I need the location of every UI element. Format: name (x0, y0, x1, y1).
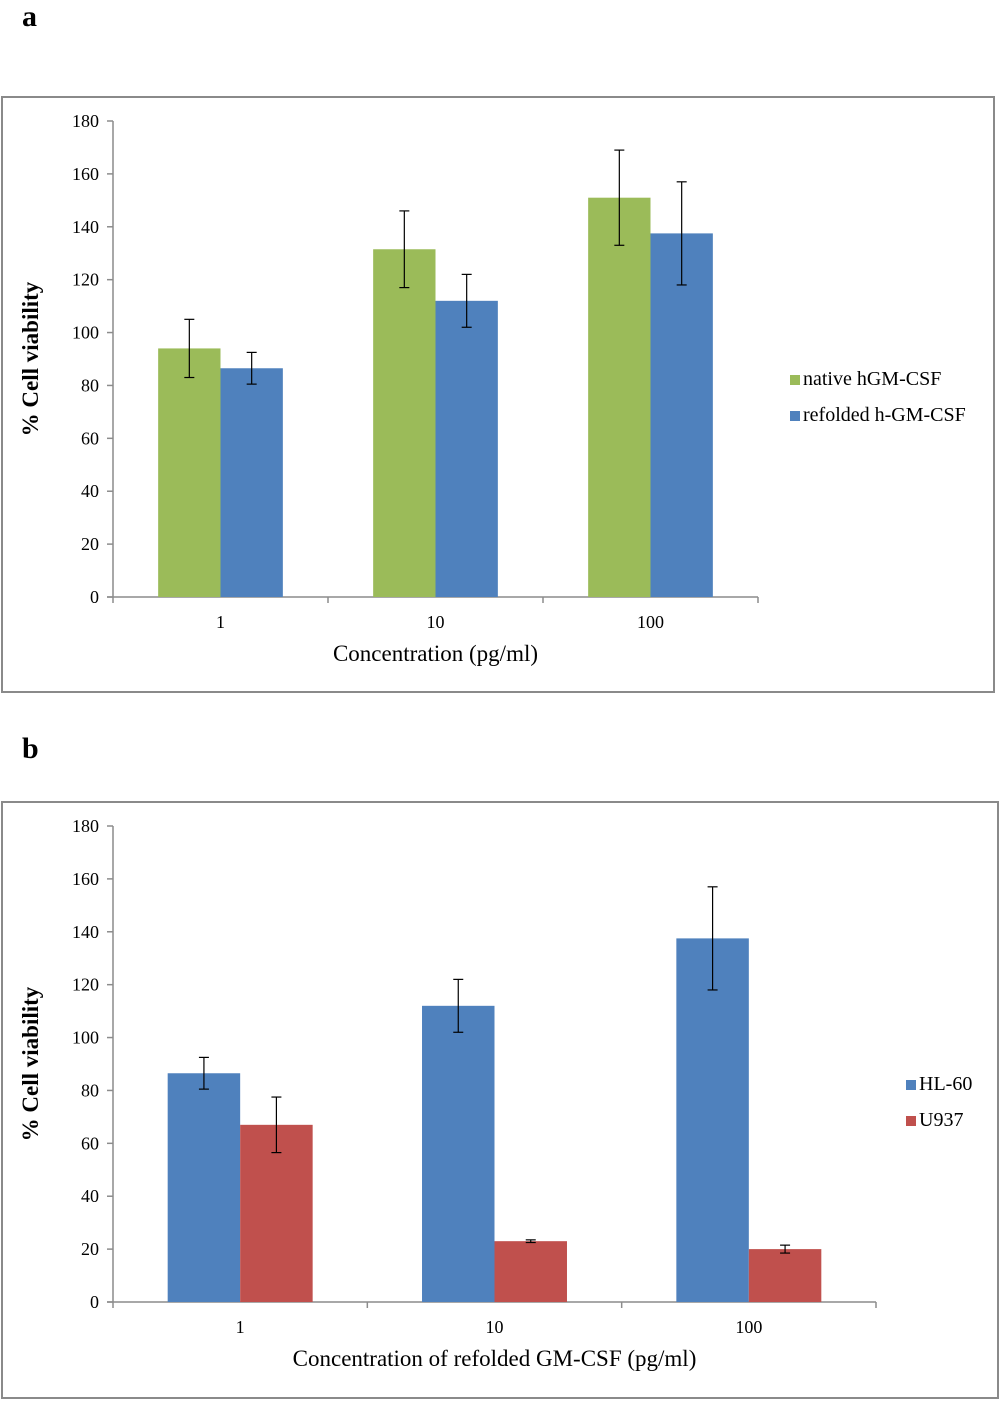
chart-b-y-axis-title: % Cell viability (18, 986, 43, 1141)
chart-b-bar-hl-60 (167, 1073, 241, 1302)
chart-a-y-axis-title: % Cell viability (18, 281, 43, 436)
chart-a-bar-refolded-h-gm-csf (650, 233, 713, 597)
chart-a-legend-swatch (790, 411, 800, 421)
chart-b-y-tick-label: 100 (72, 1028, 99, 1048)
chart-b-y-tick-label: 180 (72, 816, 99, 836)
chart-a-x-tick-label: 1 (216, 612, 225, 632)
chart-b-bar-hl-60 (422, 1005, 495, 1302)
chart-b-legend-swatch (906, 1080, 916, 1090)
chart-a-x-tick-label: 100 (637, 612, 664, 632)
chart-a-legend-label: refolded h-GM-CSF (803, 404, 966, 426)
chart-b-y-tick-label: 0 (90, 1292, 99, 1312)
chart-b-y-tick-label: 120 (72, 975, 99, 995)
chart-b-y-tick-label: 140 (72, 922, 99, 942)
chart-b-y-tick-label: 160 (72, 869, 99, 889)
chart-a-bar-native-hgm-csf (588, 197, 651, 597)
chart-a-y-tick-label: 60 (81, 428, 99, 448)
chart-b-y-tick-label: 60 (81, 1133, 99, 1153)
chart-b-legend-label: U937 (919, 1109, 963, 1131)
chart-b-legend-swatch (906, 1116, 916, 1126)
chart-panel-b: 0 20 40 60 80 100 120 140 160 180 1 10 100 Concentrat… (1, 801, 999, 1399)
chart-b-y-tick-label: 80 (81, 1080, 99, 1100)
chart-b-svg: 0 20 40 60 80 100 120 140 160 180 1 10 100 Concentrat… (18, 816, 972, 1371)
chart-a-legend-swatch (790, 375, 800, 385)
chart-a-y-tick-label: 160 (72, 164, 99, 184)
chart-a-y-tick-label: 80 (81, 375, 99, 395)
chart-b-x-tick-label: 10 (486, 1317, 504, 1337)
chart-a-bar-refolded-h-gm-csf (220, 368, 283, 597)
chart-a-bar-refolded-h-gm-csf (435, 300, 498, 597)
chart-b-x-tick-label: 100 (735, 1317, 762, 1337)
chart-b-bar-u937 (240, 1124, 313, 1302)
chart-a-y-tick-label: 40 (81, 481, 99, 501)
chart-b-legend-label: HL-60 (919, 1073, 972, 1095)
chart-a-y-tick-label: 180 (72, 111, 99, 131)
chart-panel-a: 0 20 40 60 80 100 120 140 160 180 1 10 100 Concentrat… (1, 96, 995, 693)
chart-a-y-tick-label: 100 (72, 323, 99, 343)
chart-b-bar-u937 (494, 1241, 567, 1302)
panel-label-b: b (22, 732, 39, 765)
chart-b-x-axis-title: Concentration of refolded GM-CSF (pg/ml) (293, 1346, 697, 1371)
chart-a-y-tick-label: 140 (72, 217, 99, 237)
chart-a-y-tick-label: 120 (72, 270, 99, 290)
chart-b-y-tick-label: 40 (81, 1186, 99, 1206)
chart-a-legend-label: native hGM-CSF (803, 368, 941, 390)
chart-a-x-axis-title: Concentration (pg/ml) (333, 641, 538, 666)
chart-a-svg: 0 20 40 60 80 100 120 140 160 180 1 10 100 Concentrat… (18, 111, 966, 666)
chart-b-y-tick-label: 20 (81, 1239, 99, 1259)
chart-b-bar-u937 (748, 1249, 822, 1302)
chart-a-y-tick-label: 20 (81, 534, 99, 554)
chart-a-bar-native-hgm-csf (373, 249, 436, 597)
chart-a-x-tick-label: 10 (427, 612, 445, 632)
chart-a-bar-native-hgm-csf (158, 348, 221, 597)
chart-b-x-tick-label: 1 (236, 1317, 245, 1337)
chart-a-y-tick-label: 0 (90, 587, 99, 607)
panel-label-a: a (22, 0, 37, 33)
chart-b-bar-hl-60 (676, 938, 749, 1302)
